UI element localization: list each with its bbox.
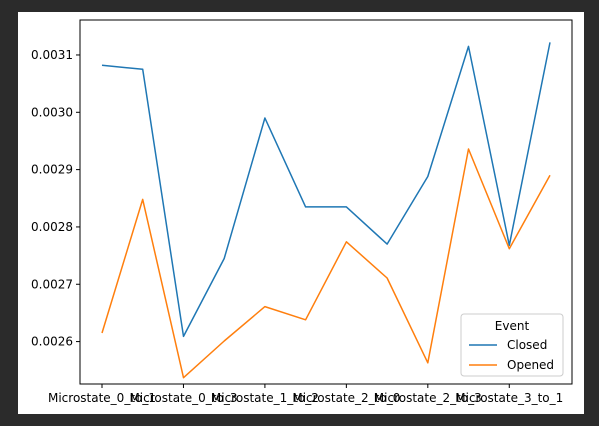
axes-frame bbox=[79, 19, 573, 385]
x-tick-label: Microstate_0_to_1 bbox=[48, 391, 156, 405]
y-tick-label: 0.0028 bbox=[31, 220, 73, 234]
y-axis: 0.0026 0.0027 0.0028 0.0029 0.0030 0.0031 bbox=[31, 48, 80, 349]
x-tick-label: Microstate_0_to_3 bbox=[129, 391, 237, 405]
y-tick-label: 0.0031 bbox=[31, 48, 73, 62]
legend: Event Closed Opened bbox=[460, 313, 564, 377]
x-tick-label: Microstate_3_to_1 bbox=[455, 391, 563, 405]
series-line-closed bbox=[101, 42, 551, 338]
series-lines bbox=[101, 42, 551, 379]
y-tick-label: 0.0029 bbox=[31, 163, 73, 177]
y-tick-label: 0.0026 bbox=[31, 335, 73, 349]
x-tick-label: Microstate_2_to_0 bbox=[292, 391, 400, 405]
y-tick-label: 0.0027 bbox=[31, 277, 73, 291]
figure: 0.0026 0.0027 0.0028 0.0029 0.0030 0.0031 Mic… bbox=[18, 12, 584, 414]
x-tick-label: Microstate_1_to_2 bbox=[211, 391, 319, 405]
legend-box bbox=[460, 313, 564, 377]
line-chart: 0.0026 0.0027 0.0028 0.0029 0.0030 0.0031 Mic… bbox=[31, 19, 573, 405]
y-tick-label: 0.0030 bbox=[31, 105, 73, 119]
series-line-opened bbox=[101, 148, 551, 379]
legend-entry-opened: Opened bbox=[507, 358, 554, 372]
x-tick-label: Microstate_2_to_3 bbox=[374, 391, 482, 405]
x-axis: Microstate_0_to_1Microstate_0_to_3Micros… bbox=[48, 384, 563, 405]
legend-entry-closed: Closed bbox=[507, 338, 547, 352]
legend-title: Event bbox=[495, 319, 530, 333]
